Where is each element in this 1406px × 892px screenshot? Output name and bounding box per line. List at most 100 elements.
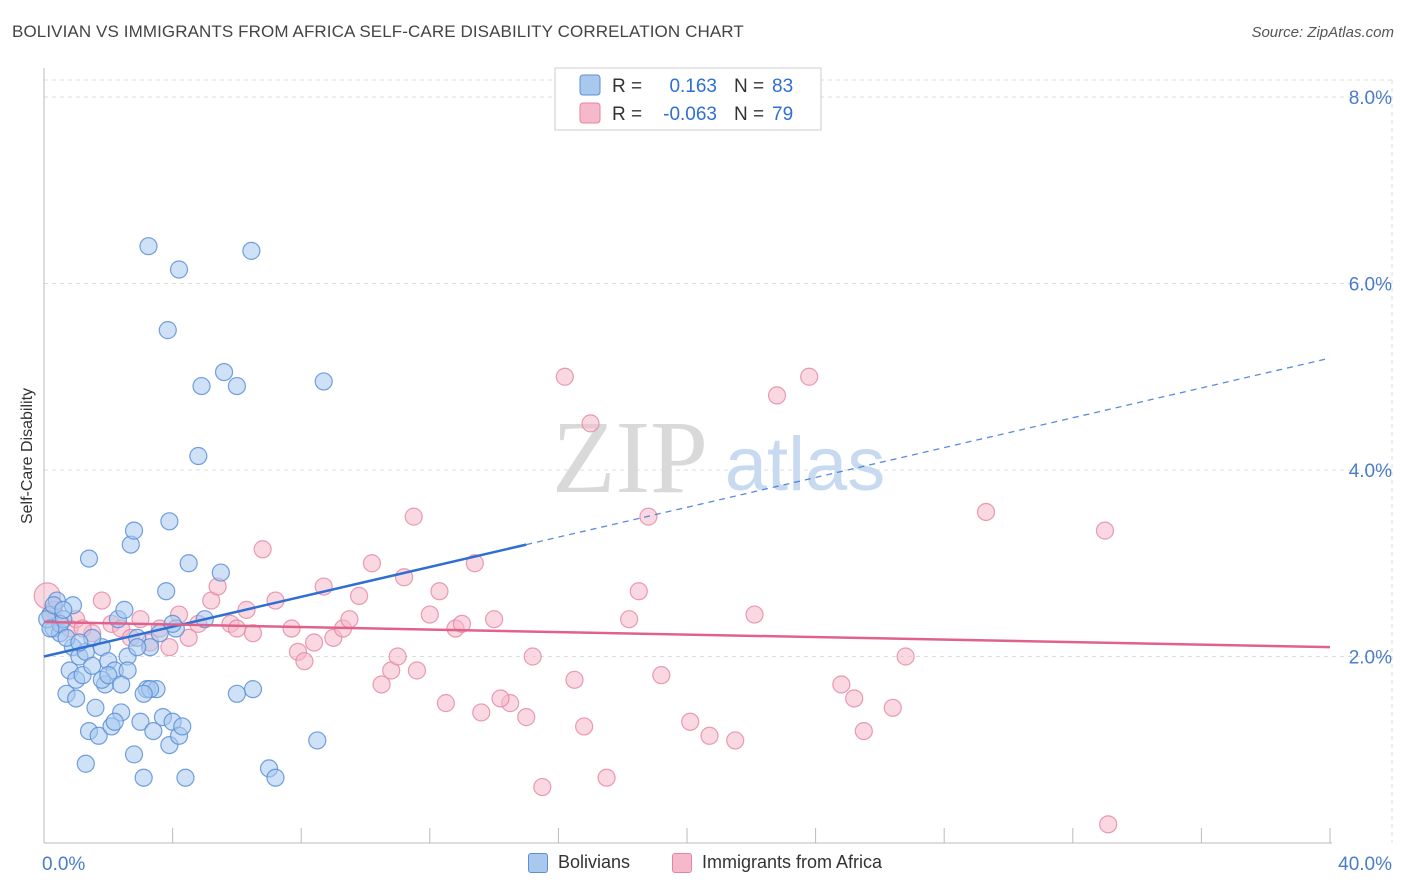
bolivian-point [192,376,211,396]
legend-swatch-africa-bottom [672,852,692,873]
legend-item-africa: Immigrants from Africa [672,852,882,873]
y-tick-label-3: 8.0% [1349,88,1392,109]
africa-point [1095,521,1115,540]
africa-point [652,666,671,685]
africa-point [485,610,504,629]
bolivian-point [105,712,124,731]
africa-point [253,540,272,559]
africa-point [597,768,616,787]
bolivian-point [173,717,192,736]
legend-n-value-1: 83 [772,76,793,97]
series-africa-points [33,367,1118,834]
bolivian-point [89,726,108,745]
africa-point [854,721,873,741]
africa-point [1099,815,1118,834]
watermark: ZIP atlas [552,400,885,515]
africa-point [295,652,314,671]
africa-point [472,703,491,722]
bolivian-point [160,512,179,531]
africa-point [629,582,648,601]
africa-point [420,605,439,624]
africa-point [800,367,819,386]
africa-point [517,708,536,727]
bolivian-point [128,638,147,657]
africa-point [404,507,423,526]
africa-point [407,661,427,680]
bolivian-point [144,721,163,741]
africa-point [282,619,301,638]
africa-point [832,675,851,694]
bolivian-point [176,768,195,787]
trend-line-bolivians-extension [526,357,1331,546]
legend-r-label-1: R = [612,76,642,97]
africa-point [976,502,996,522]
x-tick-label-1: 40.0% [1338,854,1392,875]
africa-point [845,689,864,708]
bolivian-point [124,745,144,764]
africa-point [565,670,584,689]
bolivian-point [314,372,333,391]
bolivian-point [266,768,285,787]
x-tick-label-0: 0.0% [42,854,85,875]
bolivian-point [86,698,105,717]
watermark-atlas: atlas [725,422,886,507]
legend-swatch-bolivians [579,74,601,96]
bolivian-point [124,521,144,540]
y-tick-label-0: 2.0% [1349,648,1392,669]
africa-point [883,698,902,717]
bolivian-point [214,362,234,382]
africa-point [304,633,324,652]
y-tick-label-1: 4.0% [1349,461,1392,482]
grid-lines [44,79,1393,843]
legend-n-label-1: N = [734,76,764,97]
y-tick-label-2: 6.0% [1349,275,1392,296]
africa-point [227,619,246,638]
africa-point [581,414,600,433]
bolivian-point [79,549,99,568]
series-bolivians-points [38,237,333,787]
tick-labels: 2.0% 4.0% 6.0% 8.0% 0.0% 40.0% [42,88,1392,875]
africa-point [896,647,915,666]
legend-swatch-bolivians-bottom [528,852,548,873]
bolivian-point [134,684,153,703]
africa-point [700,726,719,745]
legend-r-value-1: 0.163 [669,76,717,97]
bolivian-point [242,241,261,260]
africa-point [430,582,449,601]
bolivian-point [169,260,189,279]
legend-r-label-2: R = [612,104,642,125]
bolivian-point [131,712,150,731]
bolivian-point [112,675,131,694]
bolivian-point [41,619,60,638]
trend-line-africa [43,620,1331,649]
africa-point [523,647,542,666]
africa-point [160,638,179,657]
africa-point [555,367,574,386]
africa-point [465,554,484,573]
legend-box: R = 0.163 N = 83 R = -0.063 N = 79 [554,67,822,131]
bolivian-point [308,731,327,750]
legend-swatch-africa [579,102,601,124]
africa-point [533,777,552,797]
africa-point [92,591,111,610]
africa-point [436,694,455,713]
bolivian-point [134,768,153,787]
trend-line-bolivians [43,543,527,658]
bolivian-point [157,582,176,601]
legend-n-value-2: 79 [772,104,793,125]
africa-point [620,610,639,629]
bolivian-point [76,754,95,773]
africa-point [349,586,369,605]
bolivian-point [179,554,198,573]
legend-label-bolivians: Bolivians [558,852,631,872]
bolivian-point [227,684,246,703]
bolivian-point [99,666,118,685]
bolivian-point [243,680,263,699]
africa-point [372,675,391,694]
bolivian-point [227,376,246,396]
africa-point [340,610,359,629]
bolivian-point [189,446,208,466]
africa-point [179,628,198,647]
bolivian-point [67,689,86,708]
